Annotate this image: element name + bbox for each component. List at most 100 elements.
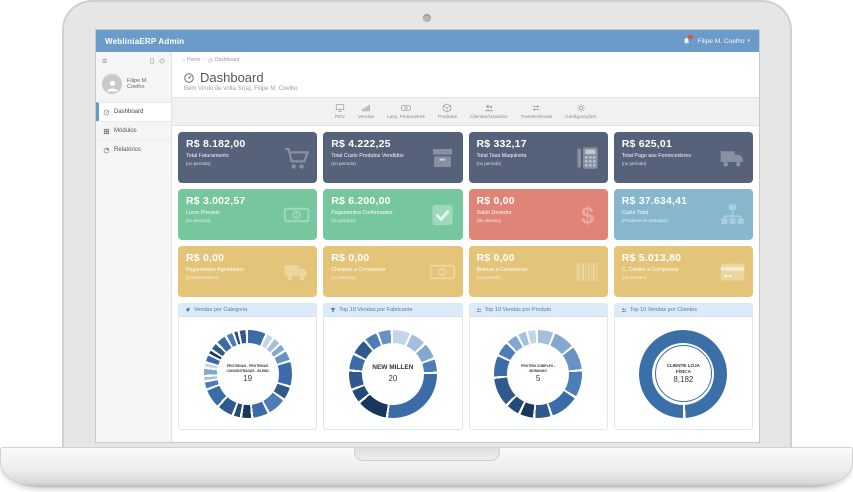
stat-period: (no período) [331,161,356,166]
panel-body: PROTEINAS - PROTEINAS CONCENTRADAS - BLE… [179,317,316,429]
gear-icon [576,104,585,112]
sidebar-user-name: Filipe M. Coelho [127,78,148,90]
box-icon [443,103,452,113]
panel-title: Top 10 Vendas por Produto [484,307,552,313]
donut-center-value: 5 [535,373,541,383]
tag-icon [185,307,190,312]
stat-label: Boletos a Compensar [476,266,528,273]
barcode-icon [574,258,601,285]
donut-center-value: 19 [243,373,253,383]
pie-chart-icon [103,147,110,153]
panel-header: Top 10 Vendas por Clientes [614,304,752,317]
panel-top10-clientes: Top 10 Vendas por Clientes CLIENTE LOJA … [613,303,753,430]
stat-label: Custo Total [621,209,649,216]
stat-value: R$ 0,00 [476,252,515,264]
chart-panels: Vendas por Categoria PROTEINAS - PROTEIN… [178,303,753,430]
svg-text:$: $ [581,203,594,228]
truck-icon [283,258,310,285]
gauge-icon [208,57,213,63]
stat-card-total-faturamento: R$ 8.182,00 Total Faturamento (no períod… [178,132,318,183]
stat-card-cheques-a-compensar: R$ 0,00 Cheques a Compensar (no período)… [323,246,463,297]
card-machine-icon [574,144,601,171]
donut-center-label: CLIENTE LOJA FÍSICA [666,362,700,374]
panel-body: PROTEIN COMPLEX - MORANGO 5 [470,317,607,429]
stat-period: (no período) [186,161,211,166]
stat-value: R$ 0,00 [331,252,370,264]
mobile-icon[interactable] [149,58,155,64]
panel-body: NEW MILLEN 20 [324,317,461,429]
sidebar-item-relatorios[interactable]: Relatórios [96,140,171,159]
trophy-icon [331,307,336,312]
stat-period: (no período) [476,161,502,166]
laptop-bezel: WebliniaERP Admin Filipe M. Coelho ▾ ≡ [62,0,792,447]
dashboard-icon [184,72,194,83]
users-icon [621,308,627,312]
toolbar-produtos[interactable]: Produtos [438,103,457,120]
stat-label: Total Faturamento [186,152,229,159]
donut-center: CLIENTE LOJA FÍSICA 8,182 [652,342,715,405]
panel-body: CLIENTE LOJA FÍSICA 8,182 [615,317,752,429]
donut-center-label: NEW MILLEN [372,364,414,372]
sidebar-item-modulos[interactable]: Módulos [96,121,171,140]
sidebar-toggle-icon[interactable]: ≡ [102,55,108,66]
stat-label: Total Pago aos Fornecedores [621,152,691,159]
pos-monitor-icon [335,104,345,112]
users-icon [476,308,481,312]
user-menu[interactable]: Filipe M. Coelho ▾ [698,38,750,45]
home-icon: ⌂ [182,57,186,63]
toolbar-configuracoes[interactable]: Configurações [565,103,596,120]
donut-center-value: 8,182 [673,375,694,385]
stat-label: C. Crédito a Compensar [621,266,679,273]
stat-card-lucro-previsto: R$ 3.002,57 Lucro Previsto (no período) … [178,189,318,240]
quick-actions-toolbar: PDV Vendas Lanç. Financeiros Produtos [172,97,759,126]
donut-chart-fabricante: NEW MILLEN 20 [348,329,437,418]
stat-value: R$ 0,00 [186,252,225,264]
top-navbar: WebliniaERP Admin Filipe M. Coelho ▾ [96,30,759,52]
stat-label: Total Taxa Maquineta [476,152,527,159]
stat-value: R$ 0,00 [476,195,515,207]
stat-value: R$ 6.200,00 [331,195,391,207]
breadcrumb-home[interactable]: ⌂ Home [182,57,201,63]
panel-header: Vendas por Categoria [179,304,317,317]
notification-badge [688,34,693,39]
gauge-icon [103,109,110,115]
stat-value: R$ 625,01 [621,138,673,150]
sidebar-user: Filipe M. Coelho [96,70,171,102]
stat-card-taxa-maquineta: R$ 332,17 Total Taxa Maquineta (no perío… [468,132,608,183]
stat-card-custo-total: R$ 37.634,41 Custo Total (Produtos em Es… [613,189,753,240]
sidebar-item-dashboard[interactable]: Dashboard [96,102,171,121]
toolbar-clientes-usuarios[interactable]: Clientes/Usuários [470,103,508,120]
panel-title: Top 10 Vendas por Clientes [629,307,698,313]
dashboard-content: R$ 8.182,00 Total Faturamento (no períod… [172,126,759,430]
donut-center-label: PROTEINAS - PROTEINAS CONCENTRADAS - BLE… [226,364,269,373]
stat-period: (no período) [621,275,647,280]
stat-value: R$ 5.013,80 [621,252,682,264]
app-brand[interactable]: WebliniaERP Admin [105,36,185,46]
stat-label: Pagamentos Agendados [186,266,244,273]
stat-label: Cheques a Compensar [331,266,386,273]
stat-period: (no período) [186,218,211,223]
stat-value: R$ 3.002,57 [186,195,246,207]
credit-card-icon [719,258,746,285]
webcam-icon [423,14,431,22]
toolbar-pdv[interactable]: PDV [335,103,345,120]
avatar [102,74,122,94]
notifications-button[interactable] [682,34,693,46]
user-menu-name: Filipe M. Coelho [697,37,745,45]
check-square-icon [429,201,456,228]
sidebar-item-label: Dashboard [114,109,144,115]
svg-text:1: 1 [440,270,443,276]
bell-icon [683,37,689,44]
stat-period: (a fornecedores) [186,275,220,280]
stat-label: Total Custo Produtos Vendidos [331,152,404,159]
toolbar-transferencias[interactable]: Transferências [521,103,552,120]
power-icon[interactable] [159,58,165,64]
panel-vendas-por-categoria: Vendas por Categoria PROTEINAS - PROTEIN… [178,303,318,430]
app-window: WebliniaERP Admin Filipe M. Coelho ▾ ≡ [95,29,760,443]
toolbar-lancamentos-financeiros[interactable]: Lanç. Financeiros [387,103,425,120]
stat-value: R$ 4.222,25 [331,138,391,150]
transfer-arrows-icon [533,105,540,111]
cart-icon [283,144,310,171]
toolbar-vendas[interactable]: Vendas [358,103,374,120]
panel-header: Top 10 Vendas por Produto [469,304,607,317]
